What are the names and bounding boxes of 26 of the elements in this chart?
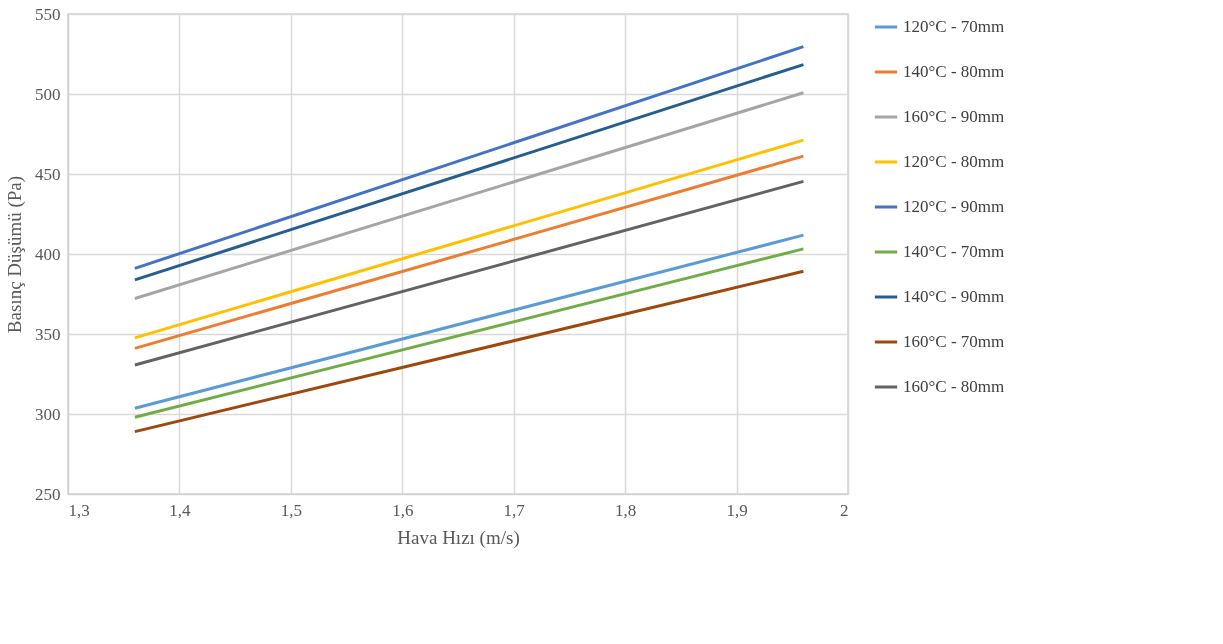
legend-label: 140°C - 80mm — [903, 62, 1005, 81]
legend-label: 160°C - 90mm — [903, 107, 1005, 126]
y-tick-label: 550 — [35, 4, 61, 24]
x-tick-label: 1,7 — [503, 500, 526, 520]
legend-label: 120°C - 80mm — [903, 152, 1005, 171]
x-tick-label: 1,8 — [615, 500, 637, 520]
legend-label: 120°C - 90mm — [903, 197, 1005, 216]
legend-label: 160°C - 80mm — [903, 377, 1005, 396]
legend-label: 140°C - 70mm — [903, 242, 1005, 261]
y-tick-label: 250 — [35, 484, 61, 504]
x-axis-title: Hava Hızı (m/s) — [397, 526, 520, 549]
x-tick-label: 1,4 — [169, 500, 192, 520]
y-tick-label: 400 — [35, 244, 61, 264]
x-tick-label: 1,3 — [68, 500, 90, 520]
legend-label: 140°C - 90mm — [903, 287, 1005, 306]
y-tick-label: 450 — [35, 164, 61, 184]
y-tick-label: 350 — [35, 324, 61, 344]
legend-label: 160°C - 70mm — [903, 332, 1005, 351]
x-tick-label: 1,6 — [392, 500, 414, 520]
y-tick-label: 500 — [35, 84, 61, 104]
x-tick-label: 2 — [840, 500, 849, 520]
x-tick-label: 1,5 — [280, 500, 302, 520]
y-tick-label: 300 — [35, 404, 61, 424]
legend-label: 120°C - 70mm — [903, 17, 1005, 36]
x-tick-label: 1,9 — [726, 500, 748, 520]
y-axis-title: Basınç Düşümü (Pa) — [4, 175, 26, 334]
